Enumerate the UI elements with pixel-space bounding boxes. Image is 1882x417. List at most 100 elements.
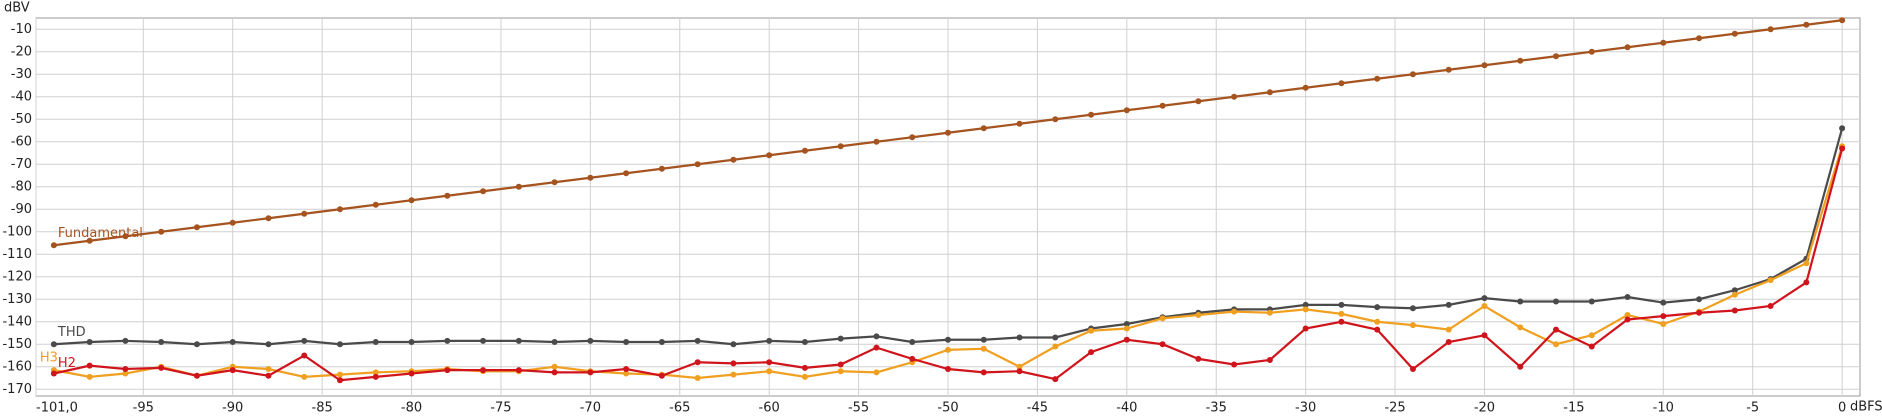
data-point	[1839, 125, 1846, 132]
data-point	[623, 170, 630, 177]
data-point	[50, 370, 57, 377]
x-tick-label: -5	[1746, 401, 1759, 416]
data-point	[480, 367, 487, 374]
data-point	[1374, 75, 1381, 82]
data-point	[730, 156, 737, 163]
data-point	[193, 372, 200, 379]
data-point	[551, 339, 558, 345]
data-point	[1159, 102, 1166, 109]
data-point	[301, 373, 308, 380]
data-point	[1588, 298, 1595, 305]
data-point	[122, 366, 129, 372]
data-point	[1803, 279, 1810, 286]
data-point	[1302, 84, 1309, 91]
data-point	[193, 341, 200, 348]
data-point	[945, 129, 951, 136]
x-tick-label: -50	[937, 401, 958, 416]
data-point	[980, 125, 987, 132]
data-point	[408, 370, 415, 377]
data-point	[1445, 66, 1452, 73]
y-tick-label: -20	[11, 44, 32, 59]
data-point	[551, 369, 558, 376]
data-point	[1696, 35, 1703, 42]
data-point	[730, 371, 737, 378]
data-point	[1517, 363, 1524, 370]
data-point	[551, 363, 558, 370]
data-point	[945, 336, 951, 343]
data-point	[1409, 366, 1416, 372]
data-point	[1302, 301, 1309, 308]
data-point	[980, 369, 987, 376]
data-point	[1159, 341, 1166, 348]
data-point	[480, 337, 487, 344]
data-point	[1481, 332, 1488, 339]
x-tick-label: -15	[1563, 401, 1584, 416]
data-point	[1553, 298, 1559, 305]
data-point	[372, 339, 379, 345]
data-point	[1195, 355, 1202, 362]
data-point	[1374, 318, 1381, 325]
data-point	[1016, 334, 1023, 341]
data-point	[766, 368, 773, 375]
data-point	[801, 147, 808, 154]
data-point	[301, 210, 308, 217]
data-point	[873, 333, 880, 340]
data-point	[1517, 57, 1524, 64]
data-point	[1374, 304, 1381, 311]
data-point	[909, 339, 916, 345]
data-point	[873, 138, 880, 145]
data-point	[945, 346, 951, 353]
data-point	[766, 337, 773, 344]
data-point	[730, 360, 737, 367]
data-point	[1445, 339, 1452, 345]
data-point	[337, 206, 343, 213]
x-tick-label: -90	[222, 401, 243, 416]
data-point	[1052, 116, 1059, 123]
data-point	[1016, 120, 1023, 127]
y-axis-label: dBV	[4, 1, 30, 16]
data-point	[766, 359, 773, 366]
data-point	[515, 367, 522, 374]
data-point	[801, 373, 808, 380]
data-point	[1195, 312, 1202, 318]
data-point	[837, 335, 844, 342]
data-point	[337, 371, 343, 378]
data-point	[372, 373, 379, 380]
data-point	[158, 228, 165, 235]
y-tick-label: -160	[2, 359, 32, 374]
data-point	[1266, 89, 1273, 96]
data-point	[1088, 327, 1095, 334]
data-point	[1052, 343, 1059, 350]
data-point	[1839, 145, 1846, 152]
data-point	[86, 362, 93, 369]
data-point	[301, 337, 308, 344]
data-point	[1517, 324, 1524, 331]
series-label: H3	[40, 351, 58, 366]
data-point	[1731, 291, 1738, 298]
series-label: Fundamental	[58, 226, 143, 241]
data-point	[515, 183, 522, 190]
data-point	[1088, 111, 1095, 118]
data-point	[623, 370, 630, 377]
data-point	[444, 367, 451, 374]
data-point	[1016, 368, 1023, 375]
data-point	[1767, 303, 1774, 309]
data-point	[909, 355, 916, 362]
data-point	[1159, 315, 1166, 322]
data-point	[372, 201, 379, 208]
data-point	[1123, 336, 1130, 343]
data-point	[1624, 294, 1631, 300]
data-point	[1481, 62, 1488, 69]
data-point	[1696, 309, 1703, 316]
data-point	[1088, 349, 1095, 356]
data-point	[229, 219, 236, 226]
y-tick-label: -100	[2, 224, 32, 239]
data-point	[1302, 306, 1309, 313]
data-point	[909, 134, 916, 141]
data-point	[337, 341, 343, 348]
data-point	[1624, 316, 1631, 323]
data-point	[1123, 325, 1130, 332]
y-tick-label: -40	[11, 89, 32, 104]
x-tick-label: -20	[1474, 401, 1495, 416]
data-point	[766, 152, 773, 159]
